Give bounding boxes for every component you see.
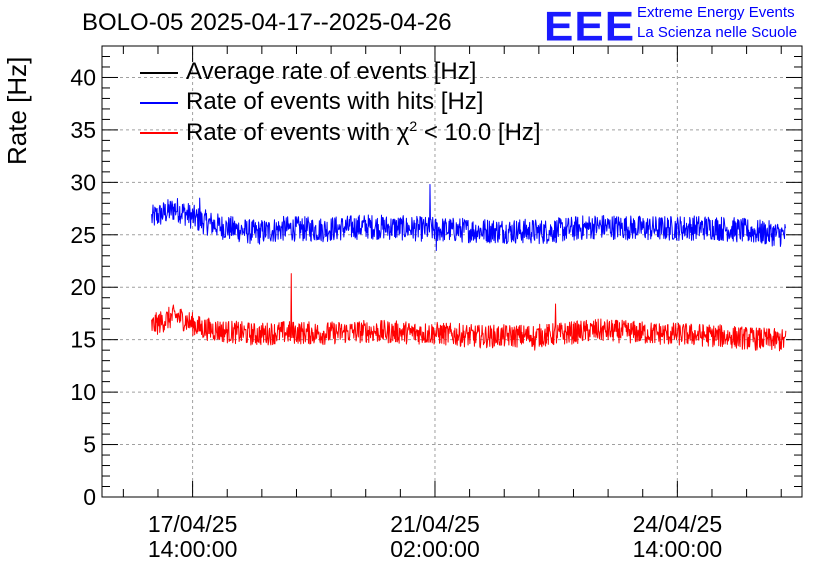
x-tick-label-time: 14:00:00 [633, 536, 723, 562]
x-tick-label-date: 17/04/25 [148, 511, 238, 537]
y-tick-label: 35 [70, 117, 96, 143]
logo-caption-1: Extreme Energy Events [637, 4, 795, 21]
x-tick-label-date: 21/04/25 [390, 511, 480, 537]
series-layer [151, 183, 787, 352]
y-tick-label: 15 [70, 327, 96, 353]
legend-label-average: Average rate of events [Hz] [186, 58, 477, 85]
y-tick-label: 40 [70, 64, 96, 90]
chart-title: BOLO-05 2025-04-17--2025-04-26 [82, 9, 452, 36]
legend-swatch-hits [140, 102, 178, 104]
y-tick-label: 5 [83, 432, 96, 458]
y-tick-label: 30 [70, 169, 96, 195]
legend-swatch-average [140, 72, 178, 74]
legend-label-chi2: Rate of events with χ2 < 10.0 [Hz] [186, 118, 541, 146]
y-tick-label: 0 [83, 484, 96, 510]
y-tick-label: 10 [70, 379, 96, 405]
x-tick-label-date: 24/04/25 [633, 511, 723, 537]
axes: 051015202530354017/04/2514:00:0021/04/25… [70, 45, 803, 562]
legend-label-hits: Rate of events with hits [Hz] [186, 88, 484, 115]
eee-logo: EEE [544, 3, 636, 50]
x-tick-label-time: 02:00:00 [390, 536, 480, 562]
grid [102, 46, 802, 497]
x-tick-label-time: 14:00:00 [148, 536, 238, 562]
legend-swatch-chi2 [140, 132, 178, 134]
logo-caption-2: La Scienza nelle Scuole [637, 24, 798, 41]
y-tick-label: 25 [70, 222, 96, 248]
y-axis-label: Rate [Hz] [2, 56, 32, 165]
y-tick-label: 20 [70, 274, 96, 300]
series-line-hits [151, 183, 787, 252]
plot-frame [101, 45, 803, 498]
series-line-chi2 [151, 273, 787, 352]
